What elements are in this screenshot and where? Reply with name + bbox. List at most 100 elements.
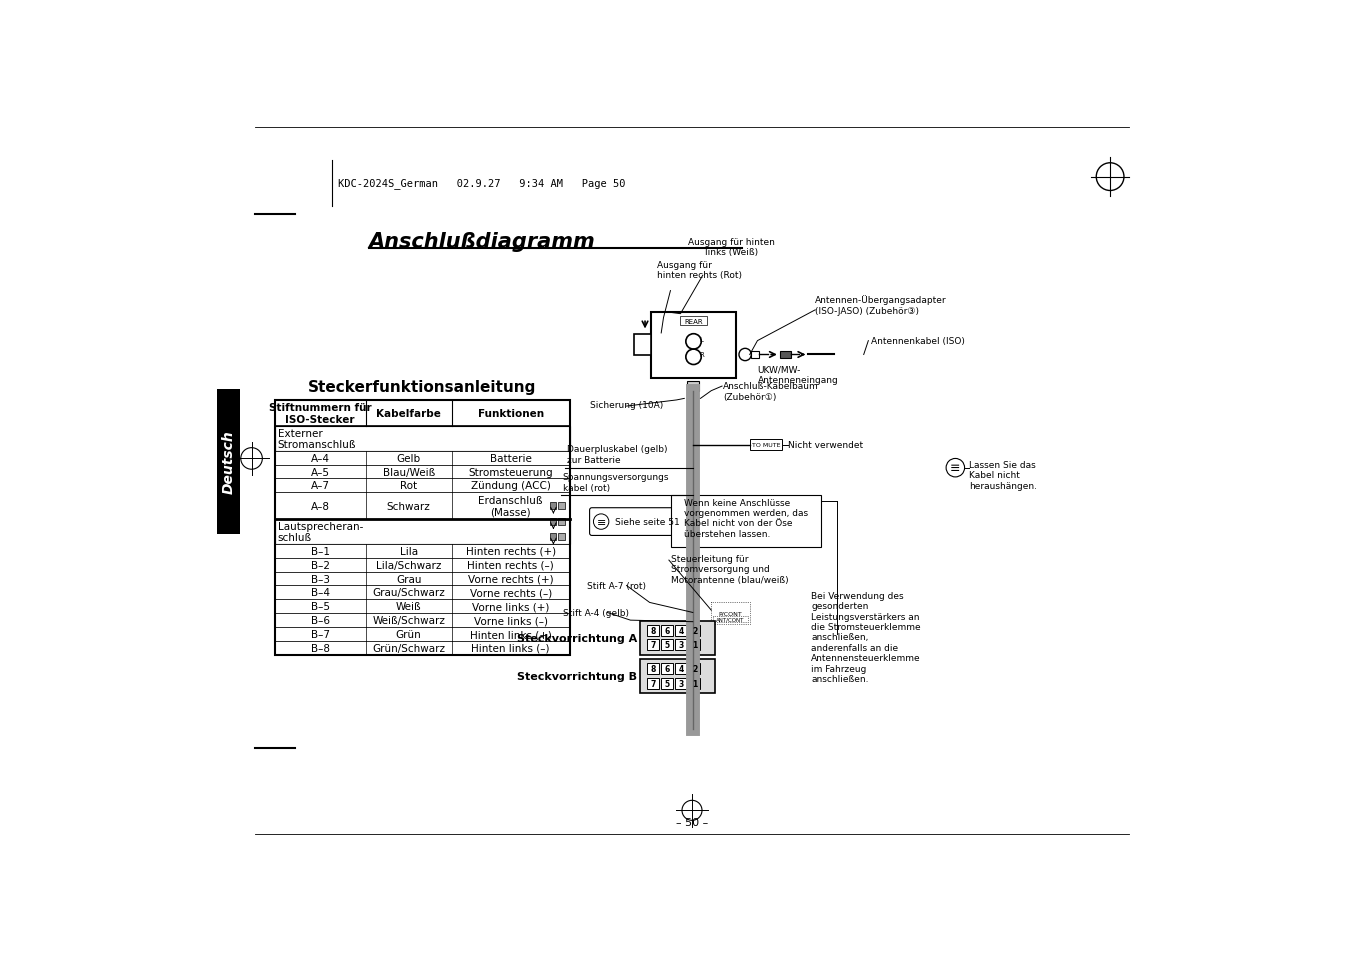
Text: Weiß: Weiß [396,601,422,612]
Text: A–8: A–8 [311,501,330,511]
Bar [681,316,707,326]
Text: B–8: B–8 [311,643,330,653]
Bar [274,627,570,641]
Bar [647,625,659,636]
Text: B–2: B–2 [311,560,330,570]
Text: Grau: Grau [396,574,422,584]
Text: Antennen-Übergangsadapter
(ISO-JASO) (Zubehör③): Antennen-Übergangsadapter (ISO-JASO) (Zu… [815,295,947,315]
Bar [274,479,570,493]
Bar [647,663,659,675]
Text: L: L [698,336,703,343]
Text: A–4: A–4 [311,454,330,463]
Text: 1: 1 [692,679,697,688]
Text: Steckerfunktionsanleitung: Steckerfunktionsanleitung [308,379,536,395]
Bar [274,452,570,465]
Text: 6: 6 [665,664,670,674]
Bar [218,390,240,535]
Bar [274,519,570,544]
Text: Stromsteuerung: Stromsteuerung [469,467,553,477]
FancyBboxPatch shape [589,508,682,536]
Bar [274,558,570,572]
Bar [661,639,673,651]
Text: REAR: REAR [684,318,703,324]
Bar [676,679,686,689]
FancyBboxPatch shape [640,659,715,694]
Text: 3: 3 [678,679,684,688]
Bar [689,639,700,651]
Bar [558,534,565,540]
Bar [274,572,570,586]
Bar [676,625,686,636]
Text: B–7: B–7 [311,629,330,639]
Text: Vorne rechts (–): Vorne rechts (–) [470,588,551,598]
Text: Gelb: Gelb [397,454,420,463]
Text: Dauerpluskabel (gelb)
zur Batterie: Dauerpluskabel (gelb) zur Batterie [567,445,667,464]
Text: Grün/Schwarz: Grün/Schwarz [372,643,444,653]
Text: 2: 2 [692,664,697,674]
Text: Ausgang für
hinten rechts (Rot): Ausgang für hinten rechts (Rot) [658,260,742,280]
Text: Vorne links (+): Vorne links (+) [471,601,550,612]
Text: Hinten links (–): Hinten links (–) [471,643,550,653]
Bar [274,400,570,427]
Text: Stift A-7 (rot): Stift A-7 (rot) [586,581,646,590]
Text: Antennenkabel (ISO): Antennenkabel (ISO) [871,336,965,346]
Text: B–3: B–3 [311,574,330,584]
Text: B–1: B–1 [311,546,330,557]
Bar [274,586,570,599]
Text: Anschluß-Kabelbaum
(Zubehör①): Anschluß-Kabelbaum (Zubehör①) [723,382,819,401]
Text: Stiftnummern für
ISO-Stecker: Stiftnummern für ISO-Stecker [269,403,372,424]
Text: Anschlußdiagramm: Anschlußdiagramm [369,232,596,252]
Bar [550,534,557,540]
Text: Lila/Schwarz: Lila/Schwarz [376,560,442,570]
Text: Batterie: Batterie [489,454,531,463]
Text: KDC-2024S_German   02.9.27   9:34 AM   Page 50: KDC-2024S_German 02.9.27 9:34 AM Page 50 [338,177,626,189]
Text: Schwarz: Schwarz [386,501,431,511]
Text: Hinten rechts (–): Hinten rechts (–) [467,560,554,570]
Text: 8: 8 [650,626,655,635]
Text: Externer
Stromanschluß: Externer Stromanschluß [278,428,357,450]
Bar [274,641,570,655]
Bar [651,313,736,378]
Text: Blau/Weiß: Blau/Weiß [382,467,435,477]
Bar [661,663,673,675]
Text: Grün: Grün [396,629,422,639]
Text: Deutsch: Deutsch [222,430,235,494]
Bar [274,493,570,519]
Text: Nicht verwendet: Nicht verwendet [788,440,863,450]
Text: Lassen Sie das
Kabel nicht
heraushängen.: Lassen Sie das Kabel nicht heraushängen. [969,460,1038,490]
Text: 8: 8 [650,664,655,674]
Text: Rot: Rot [400,481,417,491]
Text: ANT/CONT: ANT/CONT [716,617,744,621]
Bar [647,639,659,651]
Text: B–6: B–6 [311,616,330,625]
Bar [274,400,570,655]
Text: Grau/Schwarz: Grau/Schwarz [373,588,444,598]
Text: B–5: B–5 [311,601,330,612]
Text: Kabelfarbe: Kabelfarbe [376,409,440,418]
Bar [689,625,700,636]
Text: 5: 5 [665,679,670,688]
Text: 2: 2 [692,626,697,635]
Bar [750,439,782,451]
Text: 7: 7 [650,679,655,688]
Bar [558,518,565,525]
Bar [550,518,557,525]
Bar [661,625,673,636]
Bar [689,663,700,675]
Text: Hinten rechts (+): Hinten rechts (+) [466,546,555,557]
Text: R: R [698,352,704,357]
Text: Steuerleitung für
Stromversorgung und
Motorantenne (blau/weiß): Steuerleitung für Stromversorgung und Mo… [671,555,789,584]
Text: Lautsprecheran-
schluß: Lautsprecheran- schluß [278,521,363,543]
Text: – 50 –: – 50 – [676,817,708,827]
FancyBboxPatch shape [640,621,715,655]
Text: TO MUTE: TO MUTE [751,442,780,448]
Bar [274,614,570,627]
Bar [689,679,700,689]
Text: 5: 5 [665,640,670,650]
Bar [274,599,570,614]
Text: Erdanschluß
(Masse): Erdanschluß (Masse) [478,496,543,517]
Text: Funktionen: Funktionen [478,409,543,418]
Bar [274,544,570,558]
Bar [711,603,750,624]
Text: Siehe seite 51: Siehe seite 51 [615,517,680,526]
